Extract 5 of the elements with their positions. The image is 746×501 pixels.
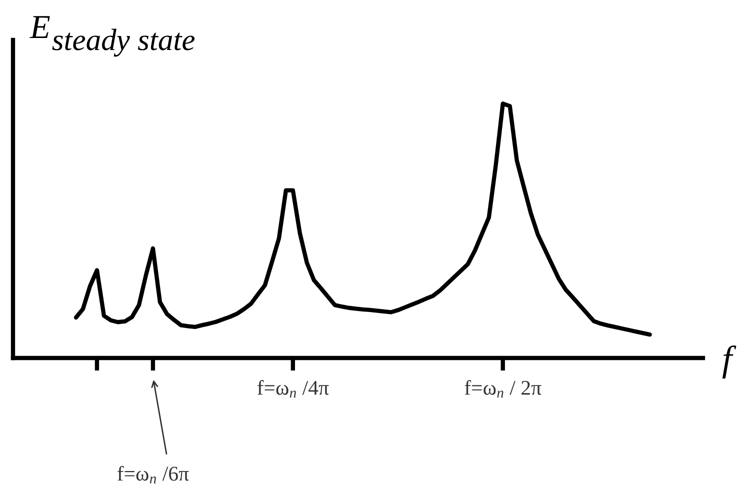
y-axis-title: Esteady state (30, 16, 195, 57)
x-axis-title: f (722, 345, 736, 379)
x-tick-label: f=ω$_{n}$ /4π (257, 380, 329, 398)
x-tick-label: f=ω$_{n}$ / 2π (464, 380, 542, 398)
text: f=ω$_{n}$ /6π (117, 466, 189, 484)
